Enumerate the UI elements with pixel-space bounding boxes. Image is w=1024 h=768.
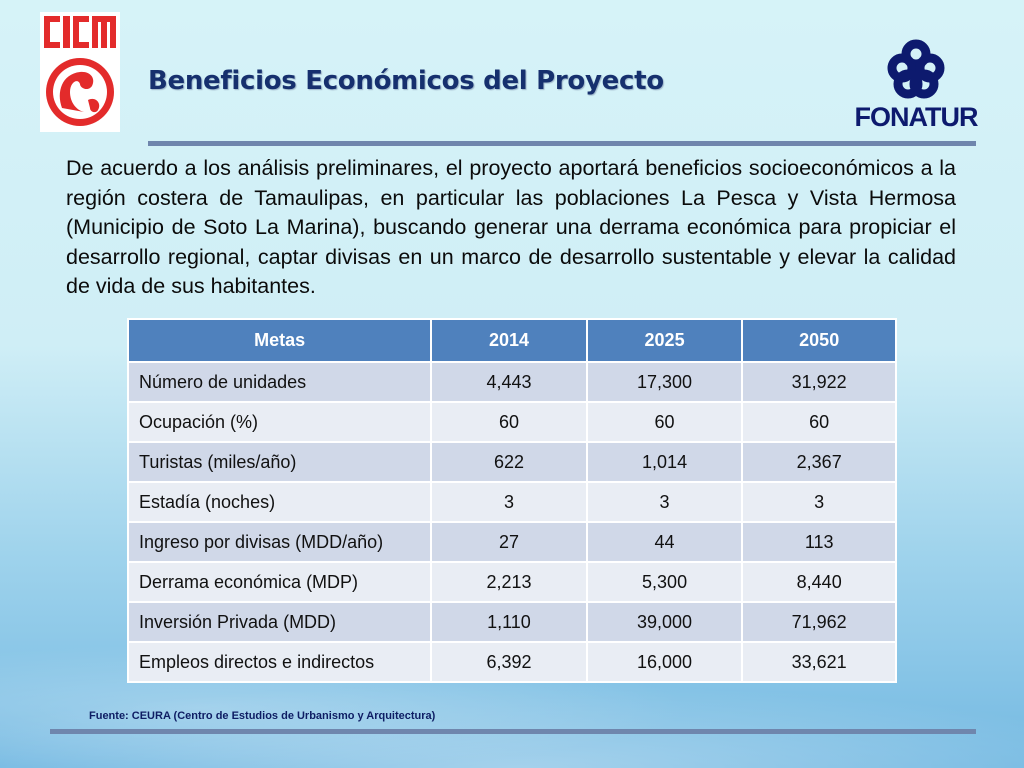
column-header: 2050 — [741, 318, 897, 363]
table-cell: 1,014 — [585, 441, 744, 483]
table-cell: 1,110 — [430, 601, 588, 643]
cicm-logo — [40, 12, 120, 132]
table-cell: 2,213 — [430, 561, 588, 603]
intro-paragraph: De acuerdo a los análisis preliminares, … — [66, 156, 956, 298]
table-row: Ocupación (%) 60 60 60 — [126, 401, 897, 443]
table-row: Ingreso por divisas (MDD/año) 27 44 113 — [126, 521, 897, 563]
row-label: Derrama económica (MDP) — [126, 561, 433, 603]
table-row: Empleos directos e indirectos 6,392 16,0… — [126, 641, 897, 683]
table-row: Estadía (noches) 3 3 3 — [126, 481, 897, 523]
table-row: Turistas (miles/año) 622 1,014 2,367 — [126, 441, 897, 483]
table-cell: 16,000 — [585, 641, 744, 683]
row-label: Turistas (miles/año) — [126, 441, 433, 483]
table-cell: 3 — [585, 481, 744, 523]
table-cell: 27 — [430, 521, 588, 563]
table-cell: 17,300 — [585, 361, 744, 403]
table-cell: 2,367 — [741, 441, 897, 483]
row-label: Inversión Privada (MDD) — [126, 601, 433, 643]
header-divider — [148, 141, 976, 146]
metas-table: Metas 2014 2025 2050 Número de unidades … — [126, 318, 897, 683]
row-label: Número de unidades — [126, 361, 433, 403]
table-cell: 622 — [430, 441, 588, 483]
table-cell: 3 — [430, 481, 588, 523]
column-header: 2014 — [430, 318, 588, 363]
table-cell: 5,300 — [585, 561, 744, 603]
svg-text:FONATUR: FONATUR — [855, 102, 978, 132]
table-cell: 31,922 — [741, 361, 897, 403]
table-cell: 33,621 — [741, 641, 897, 683]
table-cell: 8,440 — [741, 561, 897, 603]
column-header: 2025 — [585, 318, 744, 363]
footer-divider — [50, 729, 976, 734]
source-note: Fuente: CEURA (Centro de Estudios de Urb… — [89, 710, 436, 722]
fonatur-logo: FONATUR — [852, 38, 980, 134]
row-label: Estadía (noches) — [126, 481, 433, 523]
table-cell: 39,000 — [585, 601, 744, 643]
table-row: Número de unidades 4,443 17,300 31,922 — [126, 361, 897, 403]
table-row: Inversión Privada (MDD) 1,110 39,000 71,… — [126, 601, 897, 643]
row-label: Ocupación (%) — [126, 401, 433, 443]
table-cell: 3 — [741, 481, 897, 523]
table-cell: 6,392 — [430, 641, 588, 683]
row-label: Ingreso por divisas (MDD/año) — [126, 521, 433, 563]
table-cell: 113 — [741, 521, 897, 563]
table-cell: 4,443 — [430, 361, 588, 403]
page-title: Beneficios Económicos del Proyecto — [148, 66, 664, 96]
table-header-row: Metas 2014 2025 2050 — [126, 318, 897, 363]
table-row: Derrama económica (MDP) 2,213 5,300 8,44… — [126, 561, 897, 603]
column-header: Metas — [126, 318, 433, 363]
row-label: Empleos directos e indirectos — [126, 641, 433, 683]
table-cell: 71,962 — [741, 601, 897, 643]
table-cell: 60 — [585, 401, 744, 443]
table-cell: 44 — [585, 521, 744, 563]
table-cell: 60 — [430, 401, 588, 443]
table-cell: 60 — [741, 401, 897, 443]
